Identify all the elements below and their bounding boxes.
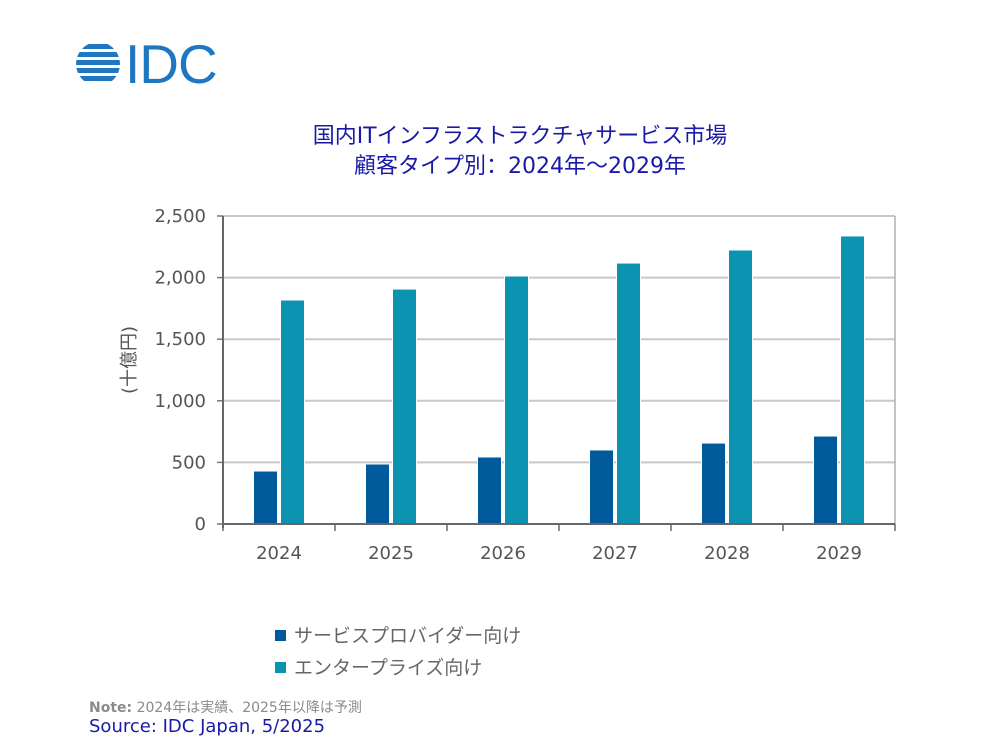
bars (253, 235, 865, 525)
chart-title-line1: 国内ITインフラストラクチャサービス市場 (312, 124, 728, 149)
legend-label: エンタープライズ向け (294, 657, 483, 679)
bar-enterprise-2029 (840, 235, 865, 525)
chart-title-line2: 顧客タイプ別：2024年～2029年 (354, 154, 686, 179)
x-tick-label: 2025 (368, 543, 414, 564)
y-axis-label: (十億円) (119, 326, 140, 394)
bar-service-provider-2025 (365, 463, 390, 525)
legend-swatch-enterprise (275, 662, 286, 673)
bar-enterprise-2026 (504, 275, 529, 525)
idc-globe-icon (76, 44, 120, 81)
y-tick-label: 2,500 (154, 206, 206, 227)
note: Note: 2024年は実績、2025年以降は予測 (89, 697, 362, 717)
x-tick-label: 2027 (592, 543, 638, 564)
logo-text: IDC (125, 33, 218, 95)
x-tick-labels: 2024 2025 2026 2027 2028 2029 (256, 543, 862, 564)
x-tick-label: 2024 (256, 543, 302, 564)
idc-logo: IDC (73, 34, 238, 94)
note-label: Note: (89, 700, 133, 716)
x-tick-label: 2026 (480, 543, 526, 564)
y-tick-label: 1,000 (154, 391, 206, 412)
note-text: 2024年は実績、2025年以降は予測 (132, 700, 362, 716)
axes (217, 215, 896, 531)
x-tick-label: 2029 (816, 543, 862, 564)
legend-item-service-provider: サービスプロバイダー向け (275, 621, 521, 648)
bar-service-provider-2024 (253, 470, 278, 525)
legend-item-enterprise: エンタープライズ向け (275, 653, 482, 680)
bar-enterprise-2027 (616, 262, 641, 525)
y-tick-label: 0 (195, 514, 206, 535)
y-tick-label: 500 (172, 452, 206, 473)
legend-label: サービスプロバイダー向け (294, 625, 522, 647)
y-tick-labels: 0 500 1,000 1,500 2,000 2,500 (154, 206, 206, 535)
x-tick-label: 2028 (704, 543, 750, 564)
bar-service-provider-2026 (477, 456, 502, 525)
bar-service-provider-2029 (813, 435, 838, 525)
bar-service-provider-2027 (589, 449, 614, 525)
y-tick-label: 2,000 (154, 268, 206, 289)
bar-service-provider-2028 (701, 442, 726, 525)
gridlines (223, 215, 895, 464)
legend-swatch-service-provider (275, 630, 286, 641)
bar-enterprise-2025 (392, 288, 417, 525)
bar-enterprise-2028 (728, 249, 753, 525)
bar-enterprise-2024 (280, 299, 305, 525)
y-tick-label: 1,500 (154, 329, 206, 350)
source: Source: IDC Japan, 5/2025 (89, 716, 326, 737)
